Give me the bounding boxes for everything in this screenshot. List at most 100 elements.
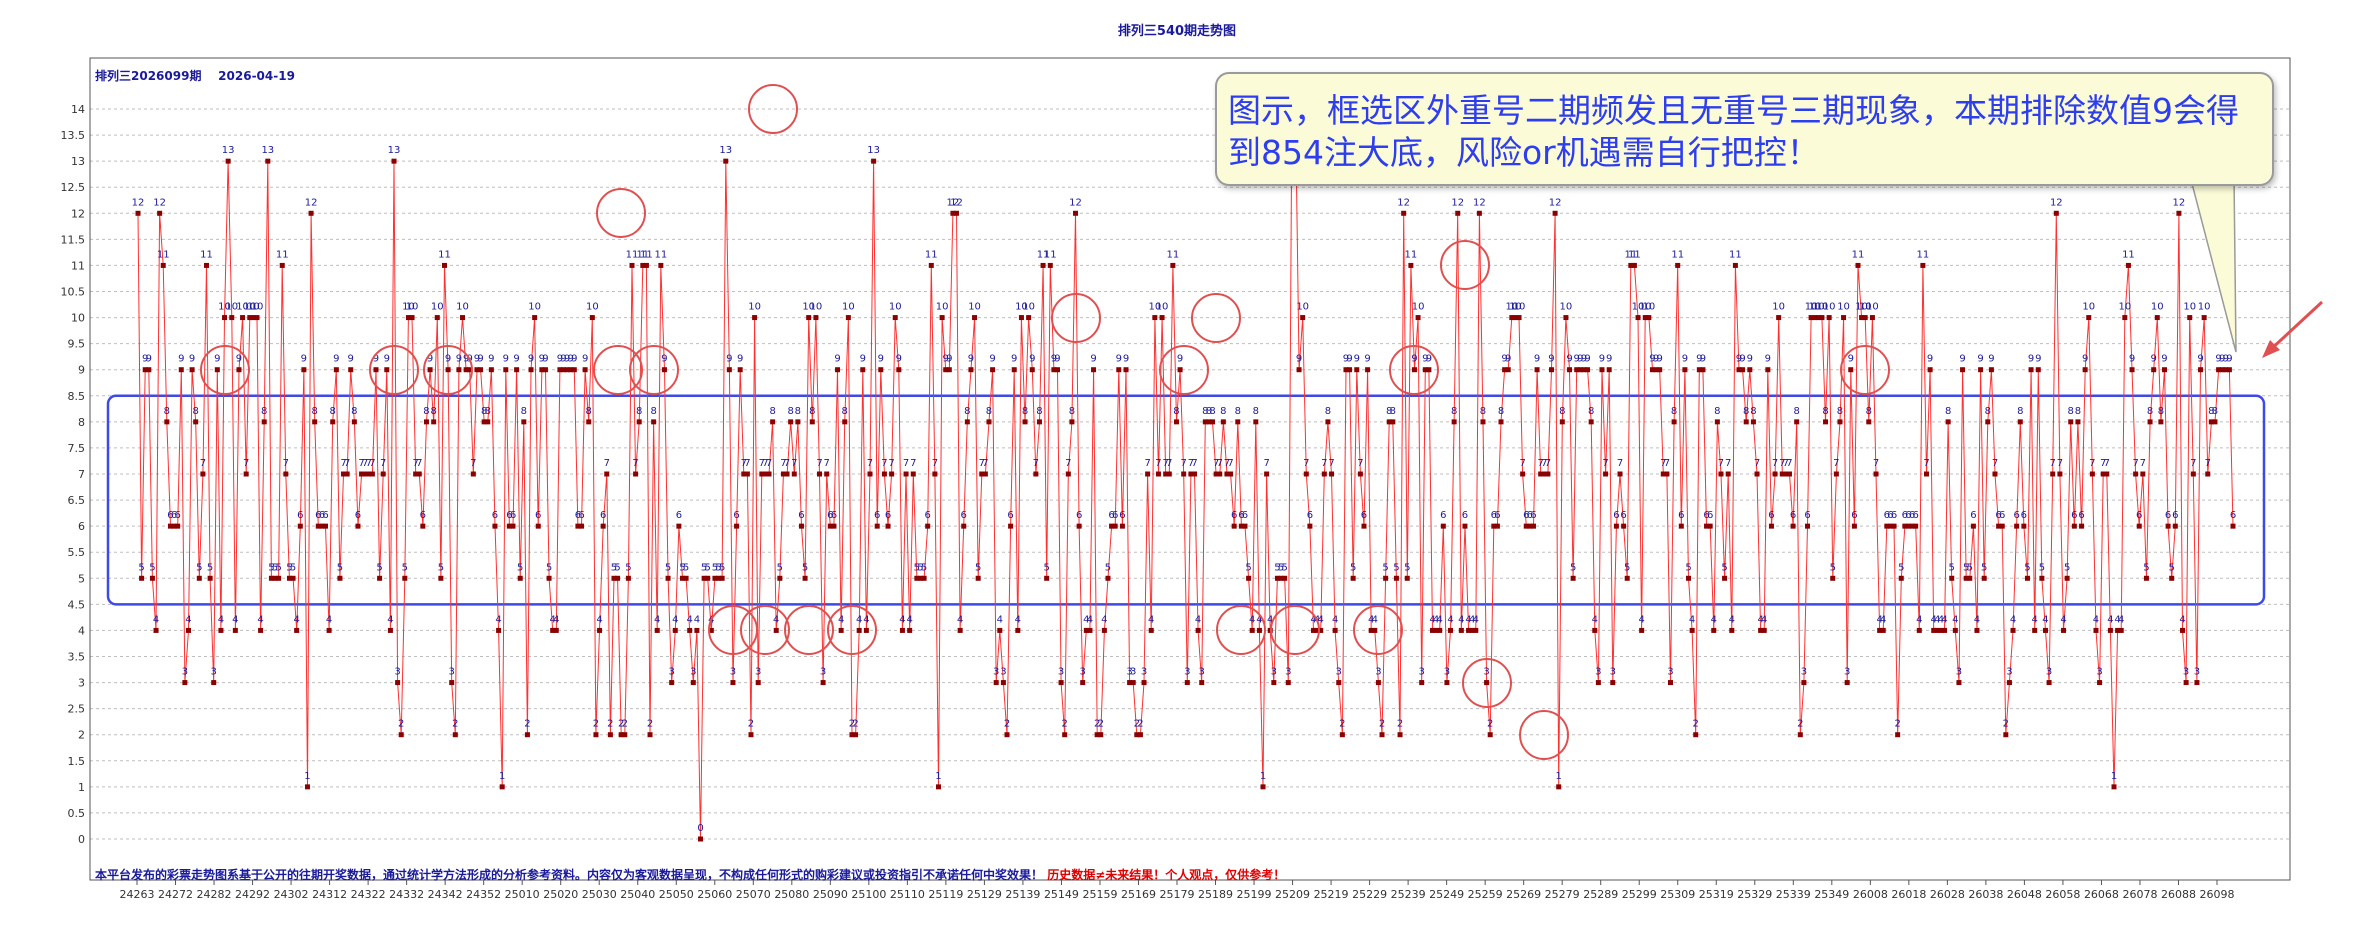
data-label: 3: [2096, 667, 2102, 678]
x-tick-label: 25249: [1429, 888, 1464, 901]
data-label: 11: [636, 249, 649, 260]
data-point: [1711, 627, 1717, 633]
data-point: [1956, 680, 1962, 686]
data-label: 4: [2179, 614, 2185, 625]
data-label: 4: [1437, 614, 1443, 625]
data-point: [1307, 523, 1313, 529]
data-label: 2: [1339, 719, 1345, 730]
highlight-circle: [1191, 293, 1241, 343]
x-tick-label: 25299: [1622, 888, 1657, 901]
data-point: [1448, 627, 1454, 633]
data-label: 8: [809, 406, 815, 417]
data-point: [384, 367, 390, 373]
data-label: 6: [1231, 510, 1237, 521]
data-point: [1101, 627, 1107, 633]
data-point: [1887, 523, 1893, 529]
highlight-circle: [827, 605, 877, 655]
data-label: 7: [1783, 458, 1789, 469]
data-point: [276, 575, 282, 581]
data-point: [899, 627, 905, 633]
data-point: [1805, 523, 1811, 529]
x-tick-label: 24292: [235, 888, 270, 901]
data-point: [380, 471, 386, 477]
data-point: [1065, 471, 1071, 477]
data-point: [1970, 523, 1976, 529]
data-label: 9: [539, 354, 545, 365]
data-label: 9: [236, 354, 242, 365]
data-label: 11: [1917, 249, 1930, 260]
data-label: 9: [1959, 354, 1965, 365]
x-tick-label: 24282: [197, 888, 232, 901]
data-point: [467, 367, 473, 373]
data-point: [1430, 627, 1436, 633]
data-label: 6: [1790, 510, 1796, 521]
highlight-circle: [1462, 658, 1512, 708]
data-label: 9: [1116, 354, 1122, 365]
data-label: 9: [1739, 354, 1745, 365]
data-point: [1159, 315, 1165, 321]
data-point: [1671, 419, 1677, 425]
data-point: [2198, 367, 2204, 373]
x-tick-label: 25090: [813, 888, 848, 901]
data-point: [791, 471, 797, 477]
data-label: 6: [420, 510, 426, 521]
data-point: [182, 680, 188, 686]
data-point: [1678, 523, 1684, 529]
data-point: [798, 523, 804, 529]
data-point: [1826, 315, 1832, 321]
data-point: [2122, 315, 2128, 321]
data-point: [824, 471, 830, 477]
data-point: [532, 315, 538, 321]
x-tick-label: 25339: [1776, 888, 1811, 901]
data-point: [1314, 627, 1320, 633]
data-label: 8: [964, 406, 970, 417]
data-point: [806, 315, 812, 321]
data-point: [377, 575, 383, 581]
data-point: [460, 315, 466, 321]
data-label: 4: [1195, 614, 1201, 625]
data-point: [643, 262, 649, 268]
data-label: 6: [1530, 510, 1536, 521]
data-point: [1548, 367, 1554, 373]
data-label: 2: [622, 719, 628, 730]
data-point: [1660, 471, 1666, 477]
data-label: 7: [1923, 458, 1929, 469]
data-point: [1455, 210, 1461, 216]
data-label: 2: [1487, 719, 1493, 730]
highlight-circle: [596, 188, 646, 238]
data-point: [1772, 471, 1778, 477]
data-point: [1754, 471, 1760, 477]
x-tick-label: 25209: [1275, 888, 1310, 901]
data-point: [1704, 523, 1710, 529]
data-point: [1274, 575, 1280, 581]
data-point: [842, 419, 848, 425]
x-tick-label: 26068: [2084, 888, 2119, 901]
data-label: 7: [1602, 458, 1608, 469]
data-point: [1303, 471, 1309, 477]
data-point: [1026, 315, 1032, 321]
data-label: 6: [171, 510, 177, 521]
data-label: 3: [993, 667, 999, 678]
data-point: [827, 523, 833, 529]
data-label: 4: [2031, 614, 2037, 625]
data-point: [142, 367, 148, 373]
data-point: [157, 210, 163, 216]
data-label: 2: [452, 719, 458, 730]
data-label: 5: [1570, 562, 1576, 573]
data-label: 5: [625, 562, 631, 573]
data-point: [762, 471, 768, 477]
data-label: 8: [1480, 406, 1486, 417]
data-label: 8: [1451, 406, 1457, 417]
data-label: 4: [1974, 614, 1980, 625]
data-point: [1473, 627, 1479, 633]
data-point: [755, 680, 761, 686]
data-label: 12: [132, 197, 145, 208]
data-point: [1404, 575, 1410, 581]
data-point: [542, 367, 548, 373]
data-label: 4: [326, 614, 332, 625]
data-label: 10: [236, 302, 249, 313]
data-label: 5: [1281, 562, 1287, 573]
data-point: [427, 367, 433, 373]
data-label: 9: [474, 354, 480, 365]
data-label: 7: [1873, 458, 1879, 469]
